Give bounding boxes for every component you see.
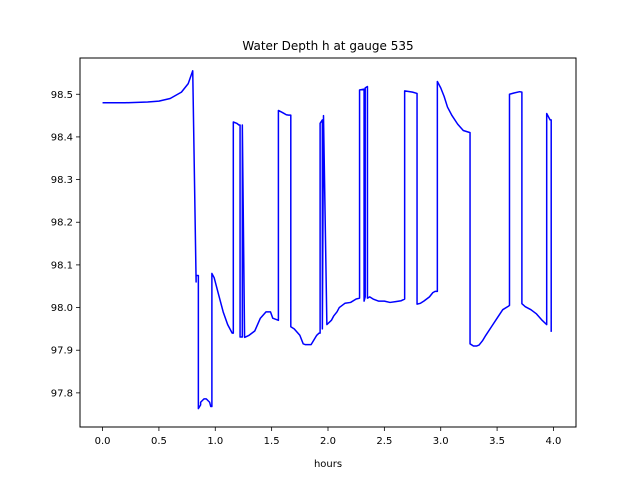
y-tick-label: 98.1: [51, 260, 73, 271]
y-tick-label: 97.8: [51, 388, 73, 399]
x-tick-label: 2.5: [376, 436, 392, 447]
x-tick-label: 1.5: [264, 436, 280, 447]
y-tick-label: 98.0: [51, 303, 73, 314]
x-axis-label: hours: [314, 459, 342, 470]
x-tick-label: 3.0: [433, 436, 449, 447]
x-tick-label: 3.5: [489, 436, 505, 447]
x-tick-label: 4.0: [546, 436, 562, 447]
y-tick-label: 98.3: [51, 175, 73, 186]
y-tick-label: 98.5: [51, 90, 73, 101]
y-axis-ticks: 97.8 97.9 98.0 98.1 98.2 98.3 98.4 98.5: [51, 90, 80, 399]
y-tick-label: 98.4: [51, 132, 73, 143]
series-line: [102, 70, 552, 410]
y-tick-label: 97.9: [51, 346, 73, 357]
plot-area-frame: [79, 57, 577, 428]
x-tick-label: 2.0: [320, 436, 336, 447]
x-axis-ticks: 0.0 0.5 1.0 1.5 2.0 2.5 3.0 3.5 4.0: [95, 427, 562, 447]
x-tick-label: 0.5: [151, 436, 167, 447]
x-tick-label: 0.0: [95, 436, 111, 447]
x-tick-label: 1.0: [207, 436, 223, 447]
chart-title: Water Depth h at gauge 535: [242, 39, 413, 53]
y-tick-label: 98.2: [51, 218, 73, 229]
